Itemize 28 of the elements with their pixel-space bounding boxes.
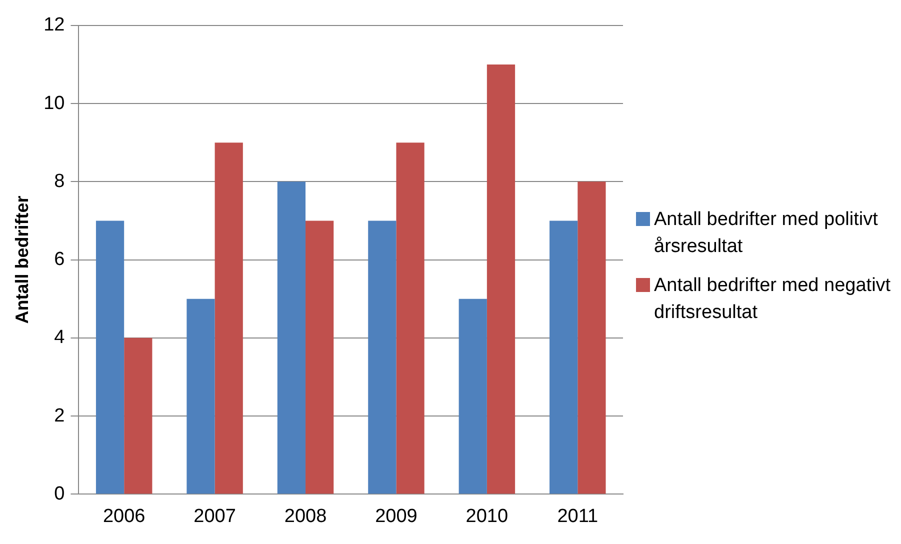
bar [306, 220, 334, 494]
bar [550, 220, 578, 494]
legend-label: Antall bedrifter med negativt driftsresultat [654, 274, 892, 325]
y-tick-label: 2 [54, 405, 65, 426]
y-tick-label: 8 [54, 170, 65, 192]
y-tick-label: 10 [44, 92, 65, 114]
legend-label: Antall bedrifter med politivt årsresultat [654, 208, 879, 259]
x-tick-label: 2006 [102, 506, 146, 527]
x-tick-label: 2009 [375, 506, 418, 527]
bar [96, 220, 124, 494]
y-tick-label: 6 [54, 249, 65, 270]
bar [277, 182, 306, 494]
bar [214, 142, 243, 494]
bar [368, 220, 396, 494]
bar [186, 298, 215, 494]
bar [486, 64, 516, 494]
y-tick-label: 4 [54, 327, 66, 348]
y-axis-title: Antall bedrifter [12, 196, 32, 324]
y-tick-label: 12 [44, 14, 65, 36]
x-tick-label: 2010 [466, 506, 508, 527]
bar [458, 298, 487, 494]
x-tick-label: 2008 [284, 506, 327, 527]
bar [396, 142, 424, 494]
bar [578, 182, 606, 494]
x-tick-label: 2007 [194, 506, 236, 527]
y-tick-label: 0 [54, 483, 65, 504]
x-tick-label: 2011 [557, 506, 598, 527]
bar [124, 338, 152, 494]
